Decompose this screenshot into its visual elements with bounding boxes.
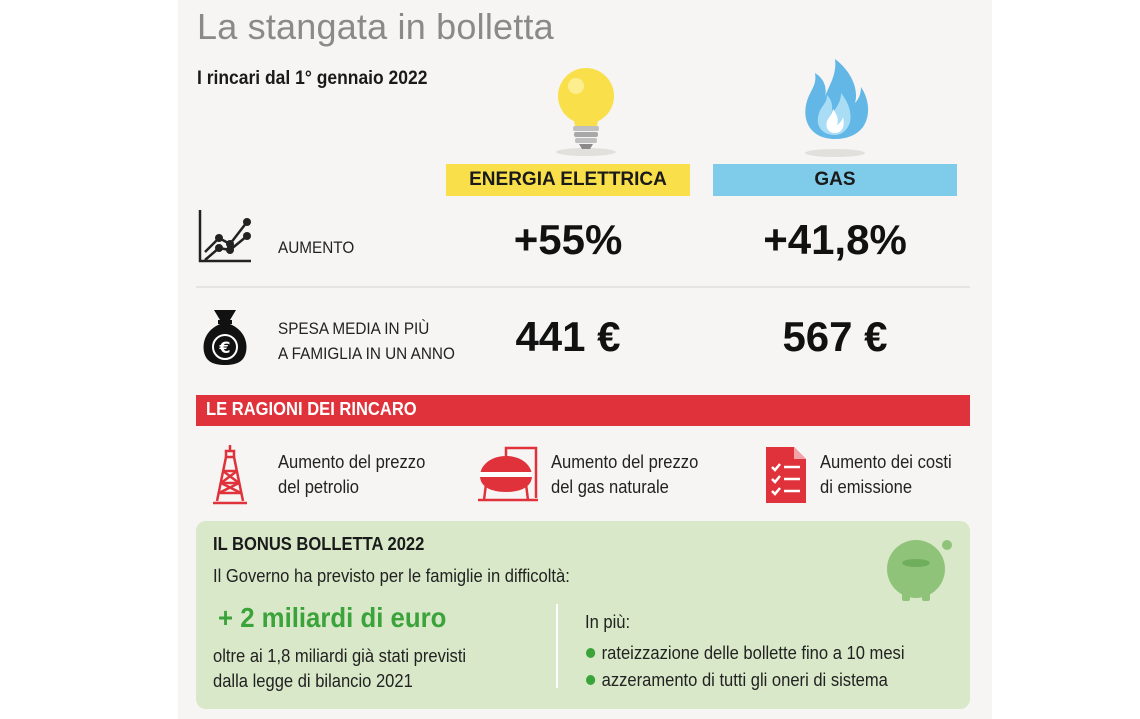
bullet-dot-icon: [586, 675, 596, 685]
reason-emission-line2: di emissione: [820, 477, 913, 497]
column-header-gas: GAS: [713, 164, 957, 196]
piggy-bank-icon: [887, 540, 952, 601]
svg-text:€: €: [218, 338, 230, 357]
oil-derrick-icon: [213, 445, 247, 505]
reason-gas-line2: del gas naturale: [551, 477, 669, 497]
row-divider: [196, 286, 970, 288]
reason-gas-line1: Aumento del prezzo: [551, 452, 699, 472]
line-chart-icon: [198, 210, 251, 263]
reasons-title: LE RAGIONI DEI RINCARO: [206, 399, 417, 419]
checklist-document-icon: [766, 447, 806, 503]
row-label-spesa-line2: A FAMIGLIA IN UN ANNO: [278, 344, 455, 363]
money-bag-euro-icon: €: [203, 310, 247, 365]
row-label-spesa-line1: SPESA MEDIA IN PIÙ: [278, 319, 430, 338]
reasons-header: LE RAGIONI DEI RINCARO: [196, 395, 970, 426]
bonus-extra-text: rateizzazione delle bollette fino a 10 m…: [601, 643, 905, 663]
row-label-aumento: AUMENTO: [278, 238, 355, 257]
lightbulb-icon: [556, 68, 616, 156]
bonus-extra-item: azzeramento di tutti gli oneri di sistem…: [586, 670, 888, 691]
bonus-extra-item: rateizzazione delle bollette fino a 10 m…: [586, 643, 905, 664]
value-gas-annual-cost: 567 €: [782, 313, 888, 360]
bonus-box: [196, 521, 970, 709]
page-subtitle: I rincari dal 1° gennaio 2022: [197, 68, 428, 89]
gas-tank-icon: [478, 446, 538, 502]
value-gas-increase: +41,8%: [763, 216, 907, 263]
bonus-intro: Il Governo ha previsto per le famiglie i…: [213, 566, 570, 586]
gas-flame-icon: [805, 59, 869, 157]
reason-oil-line1: Aumento del prezzo: [278, 452, 426, 472]
page-title: La stangata in bolletta: [197, 6, 554, 47]
bonus-extra-text: azzeramento di tutti gli oneri di sistem…: [601, 670, 888, 690]
bonus-amount: + 2 miliardi di euro: [218, 602, 447, 633]
bonus-extra-title: In più:: [585, 612, 631, 632]
bonus-note-line1: oltre ai 1,8 miliardi già stati previsti: [213, 646, 467, 666]
reason-emission-line1: Aumento dei costi: [820, 452, 952, 472]
bonus-title: IL BONUS BOLLETTA 2022: [213, 534, 425, 554]
bonus-separator: [556, 604, 558, 688]
bullet-dot-icon: [586, 648, 596, 658]
column-header-electric: ENERGIA ELETTRICA: [446, 164, 690, 196]
reason-oil-line2: del petrolio: [278, 477, 360, 497]
value-electric-increase: +55%: [513, 216, 623, 263]
value-electric-annual-cost: 441 €: [515, 313, 621, 360]
bonus-note-line2: dalla legge di bilancio 2021: [213, 671, 413, 691]
